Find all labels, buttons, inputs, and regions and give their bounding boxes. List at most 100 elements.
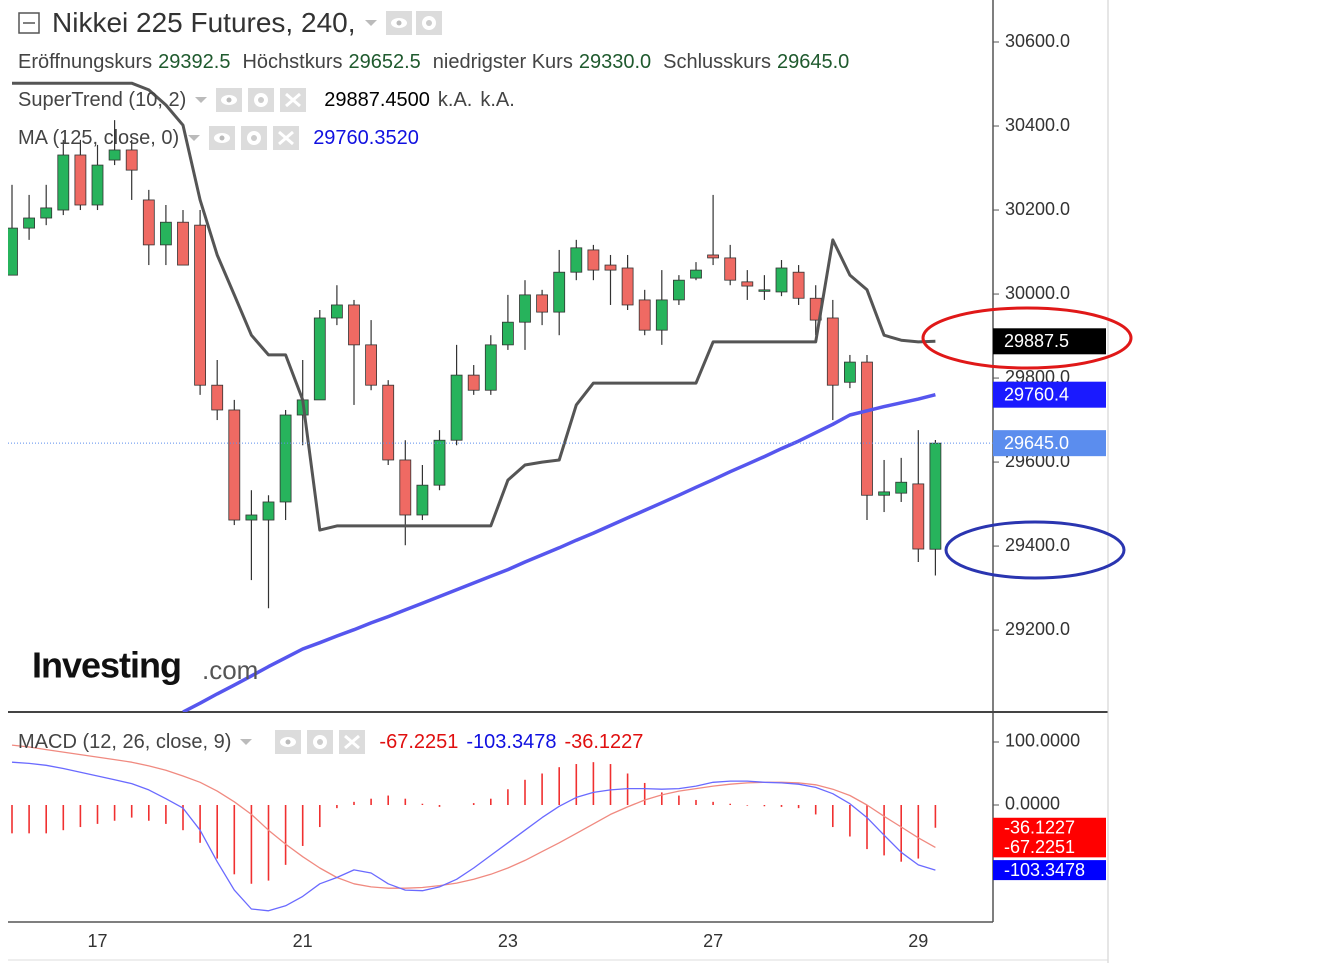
axes: 29200.029400.029600.029800.030000.030200… bbox=[87, 31, 1106, 951]
ohlc-label: niedrigster Kurs bbox=[432, 51, 573, 73]
legend-value: -67.2251 bbox=[379, 730, 459, 753]
y-tick-label: 0.0000 bbox=[1005, 794, 1060, 814]
candle-body bbox=[878, 491, 890, 496]
candle-body bbox=[775, 267, 788, 293]
indicator-icons[interactable] bbox=[209, 126, 300, 150]
candle-body bbox=[758, 289, 771, 292]
price-tag bbox=[993, 381, 1106, 408]
indicator-line bbox=[11, 744, 936, 889]
supertrend-legend: SuperTrend (10, 2) 29887.4500 k.A. k.A. bbox=[18, 88, 515, 112]
legend-value: 29887.4500 bbox=[324, 88, 430, 111]
ohlc-label: Höchstkurs bbox=[242, 51, 343, 73]
candle-body bbox=[450, 374, 463, 441]
legend-name: MACD (12, 26, close, 9) bbox=[18, 730, 232, 753]
candle-body bbox=[108, 149, 121, 161]
candle-body bbox=[792, 271, 805, 299]
candle-body bbox=[125, 149, 138, 171]
price-tag bbox=[993, 328, 1106, 355]
watermark-suffix: .com bbox=[202, 655, 258, 685]
highlight-ellipse bbox=[921, 306, 1133, 370]
candle-body bbox=[399, 459, 412, 516]
price-tag-label: 29760.4 bbox=[1004, 384, 1069, 404]
title-row: Nikkei 225 Futures, 240, bbox=[18, 7, 444, 39]
candle-body bbox=[433, 439, 446, 486]
candle-body bbox=[844, 361, 856, 383]
candle-body bbox=[861, 361, 873, 496]
candle-body bbox=[501, 321, 514, 346]
candle-body bbox=[655, 299, 668, 331]
y-tick-label: 29200.0 bbox=[1005, 619, 1070, 639]
dropdown-caret[interactable] bbox=[364, 18, 378, 28]
candle-body bbox=[365, 344, 378, 386]
y-tick-label: 100.0000 bbox=[1005, 731, 1080, 751]
candle-body bbox=[8, 227, 18, 276]
price-tag-label: 29645.0 bbox=[1004, 433, 1069, 453]
price-panel bbox=[8, 81, 993, 712]
candle-body bbox=[91, 164, 104, 206]
indicator-icons[interactable] bbox=[216, 88, 307, 112]
candle-body bbox=[74, 154, 87, 206]
chart-title: Nikkei 225 Futures, 240, bbox=[52, 7, 356, 38]
price-tag bbox=[993, 837, 1106, 858]
candle-body bbox=[313, 317, 326, 401]
ohlc-label: Schlusskurs bbox=[663, 51, 771, 73]
price-tag-label: -36.1227 bbox=[1004, 818, 1075, 838]
y-tick-label: 30200.0 bbox=[1005, 199, 1070, 219]
candle-body bbox=[741, 281, 754, 287]
candle-body bbox=[690, 269, 702, 279]
ohlc-label: Eröffnungskurs bbox=[18, 51, 153, 73]
candle-body bbox=[177, 221, 189, 266]
candle-body bbox=[279, 414, 292, 503]
candle-body bbox=[23, 217, 36, 229]
ohlc-value: 29652.5 bbox=[348, 51, 421, 73]
watermark-brand: Investing bbox=[32, 645, 181, 686]
x-tick-label: 21 bbox=[293, 931, 313, 951]
x-tick-label: 27 bbox=[703, 931, 723, 951]
ohlc-value: 29392.5 bbox=[158, 51, 231, 73]
y-tick-label: 29400.0 bbox=[1005, 535, 1070, 555]
price-tag-label: -103.3478 bbox=[1004, 860, 1085, 880]
candle-body bbox=[228, 409, 241, 521]
indicator-line bbox=[182, 393, 936, 712]
candle-body bbox=[724, 257, 737, 281]
macd-panel bbox=[11, 744, 937, 912]
price-tag-label: -67.2251 bbox=[1004, 837, 1075, 857]
x-tick-label: 29 bbox=[908, 931, 928, 951]
settings-icons[interactable] bbox=[385, 11, 444, 35]
candle-body bbox=[142, 199, 155, 246]
candle-body bbox=[929, 442, 942, 550]
candle-body bbox=[159, 221, 172, 246]
legend-value: -36.1227 bbox=[564, 730, 644, 753]
legend-value: -103.3478 bbox=[466, 730, 557, 753]
dropdown-caret[interactable] bbox=[194, 95, 208, 105]
candle-body bbox=[348, 304, 360, 346]
dropdown-caret[interactable] bbox=[187, 133, 201, 143]
dropdown-caret[interactable] bbox=[239, 737, 253, 747]
price-tag bbox=[993, 817, 1106, 838]
candle-body bbox=[519, 294, 531, 323]
candle-body bbox=[604, 264, 617, 271]
highlight-ellipse bbox=[944, 520, 1126, 580]
price-tag bbox=[993, 430, 1106, 457]
candle-body bbox=[638, 299, 651, 331]
candle-body bbox=[536, 294, 548, 313]
candle-body bbox=[57, 154, 70, 211]
indicator-icons[interactable] bbox=[275, 730, 366, 754]
ma-legend: MA (125, close, 0) 29760.3520 bbox=[18, 126, 419, 150]
candle-body bbox=[382, 384, 395, 461]
candle-body bbox=[416, 484, 429, 516]
candle-body bbox=[40, 207, 53, 219]
x-tick-label: 23 bbox=[498, 931, 518, 951]
ohlc-value: 29330.0 bbox=[578, 51, 652, 73]
candle-body bbox=[912, 483, 925, 550]
candle-body bbox=[484, 344, 497, 391]
candle-body bbox=[245, 514, 258, 521]
collapse-icon[interactable] bbox=[18, 12, 40, 34]
price-tag bbox=[993, 860, 1106, 881]
candle-body bbox=[553, 271, 566, 313]
legend-value: k.A. bbox=[480, 88, 515, 111]
x-tick-label: 17 bbox=[87, 931, 107, 951]
candle-body bbox=[826, 317, 839, 386]
